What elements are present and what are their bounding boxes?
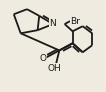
Text: O: O [39, 54, 46, 63]
Text: N: N [50, 19, 56, 28]
Text: OH: OH [47, 64, 61, 73]
Text: Br: Br [70, 17, 80, 26]
